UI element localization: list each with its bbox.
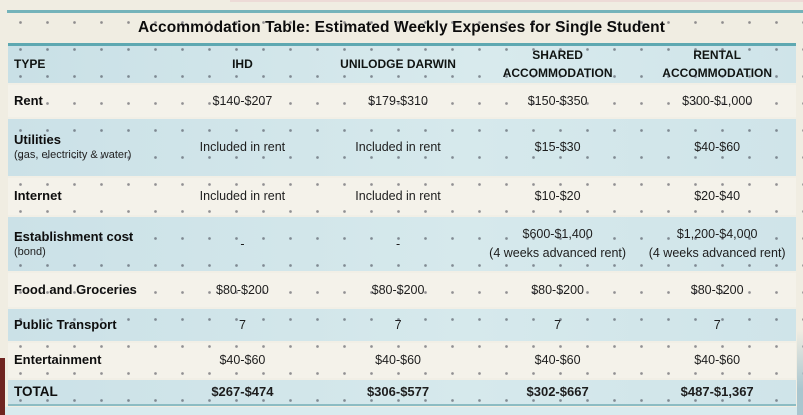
table-cell: $10-$20: [534, 189, 581, 204]
table-cell: Included in rent: [199, 189, 286, 204]
top-divider-rule: [7, 10, 803, 13]
table-cell: $80-$200: [371, 282, 425, 297]
row-label: Rent: [14, 92, 43, 108]
table-cell: 7: [394, 317, 402, 332]
row-label-cell: Establishment cost (bond): [8, 217, 166, 271]
table-row-food-groceries: Food and Groceries $80-$200 $80-$200 $80…: [8, 273, 796, 307]
table-cell: $487-$1,367: [680, 384, 754, 400]
table-row-utilities: Utilities (gas, electricity & water) Inc…: [8, 117, 796, 178]
table-row-rent: Rent $140-$207 $179-$310 $150-$350 $300-…: [8, 85, 796, 117]
column-header-unilodge: UNILODGE DARWIN: [340, 56, 456, 71]
row-label: Entertainment: [14, 352, 102, 368]
row-label-cell: Food and Groceries: [8, 273, 166, 307]
table-cell: -: [240, 236, 245, 251]
table-header-row: TYPE IHD UNILODGE DARWIN SHARED ACCOMMOD…: [8, 43, 796, 85]
table-cell: $179-$310: [368, 93, 428, 108]
table-cell: $40-$60: [219, 353, 266, 368]
row-label: Utilities: [14, 132, 61, 148]
table-cell: $267-$474: [211, 384, 274, 400]
row-label-cell: Entertainment: [8, 343, 166, 378]
row-label: TOTAL: [14, 383, 58, 399]
table-cell: $80-$200: [531, 282, 585, 297]
table-cell: $40-$60: [694, 140, 741, 155]
table-cell: 7: [554, 317, 562, 332]
row-sublabel: (bond): [14, 245, 46, 258]
table-cell: Included in rent: [199, 140, 286, 155]
table-cell: $300-$1,000: [682, 93, 753, 108]
table-cell: Included in rent: [355, 140, 441, 155]
accommodation-table: TYPE IHD UNILODGE DARWIN SHARED ACCOMMOD…: [8, 43, 796, 406]
table-row-internet: Internet Included in rent Included in re…: [8, 178, 796, 215]
column-header-type: TYPE: [14, 56, 46, 71]
table-cell: $150-$350: [527, 93, 588, 108]
table-row-establishment-cost: Establishment cost (bond) - - $600-$1,40…: [8, 215, 796, 273]
table-cell: $600-$1,400 (4 weeks advanced rent): [489, 227, 627, 260]
table-cell: 7: [238, 317, 246, 332]
table-cell: $80-$200: [690, 282, 744, 297]
row-label-cell: Public Transport: [8, 309, 166, 341]
row-label: Internet: [14, 188, 62, 204]
table-cell: $20-$40: [694, 189, 741, 204]
table-cell: $80-$200: [216, 282, 269, 297]
table-row-public-transport: Public Transport 7 7 7 7: [8, 307, 796, 343]
table-cell: $15-$30: [534, 140, 581, 155]
table-cell: $40-$60: [694, 353, 741, 368]
table-cell: 7: [713, 317, 721, 332]
row-label: Establishment cost: [14, 228, 134, 244]
table-cell: $306-$577: [366, 384, 430, 400]
row-label-cell: Rent: [8, 85, 166, 117]
row-label-cell: TOTAL: [8, 380, 166, 404]
row-label-cell: Internet: [8, 178, 166, 215]
scan-bottom-strip: [0, 407, 803, 415]
scan-right-edge-shadow: [797, 330, 803, 415]
table-cell: $40-$60: [534, 353, 581, 368]
table-row-entertainment: Entertainment $40-$60 $40-$60 $40-$60 $4…: [8, 343, 796, 378]
scan-left-red-edge: [0, 358, 5, 415]
column-header-rental: RENTAL ACCOMMODATION: [662, 48, 773, 80]
table-cell: $1,200-$4,000 (4 weeks advanced rent): [648, 227, 786, 260]
table-cell: $40-$60: [375, 353, 421, 368]
column-header-ihd: IHD: [232, 56, 253, 71]
column-header-shared: SHARED ACCOMMODATION: [502, 48, 613, 80]
table-cell: $302-$667: [526, 384, 589, 400]
row-label-cell: Utilities (gas, electricity & water): [8, 119, 166, 176]
table-row-total: TOTAL $267-$474 $306-$577 $302-$667 $487…: [8, 378, 796, 404]
row-label: Public Transport: [14, 316, 117, 332]
table-cell: $140-$207: [212, 93, 273, 108]
scan-top-edge: [230, 0, 803, 2]
table-cell: -: [395, 236, 401, 251]
row-sublabel: (gas, electricity & water): [14, 149, 132, 162]
table-cell: Included in rent: [355, 189, 441, 204]
row-label: Food and Groceries: [14, 281, 137, 297]
page-title: Accommodation Table: Estimated Weekly Ex…: [137, 19, 665, 36]
